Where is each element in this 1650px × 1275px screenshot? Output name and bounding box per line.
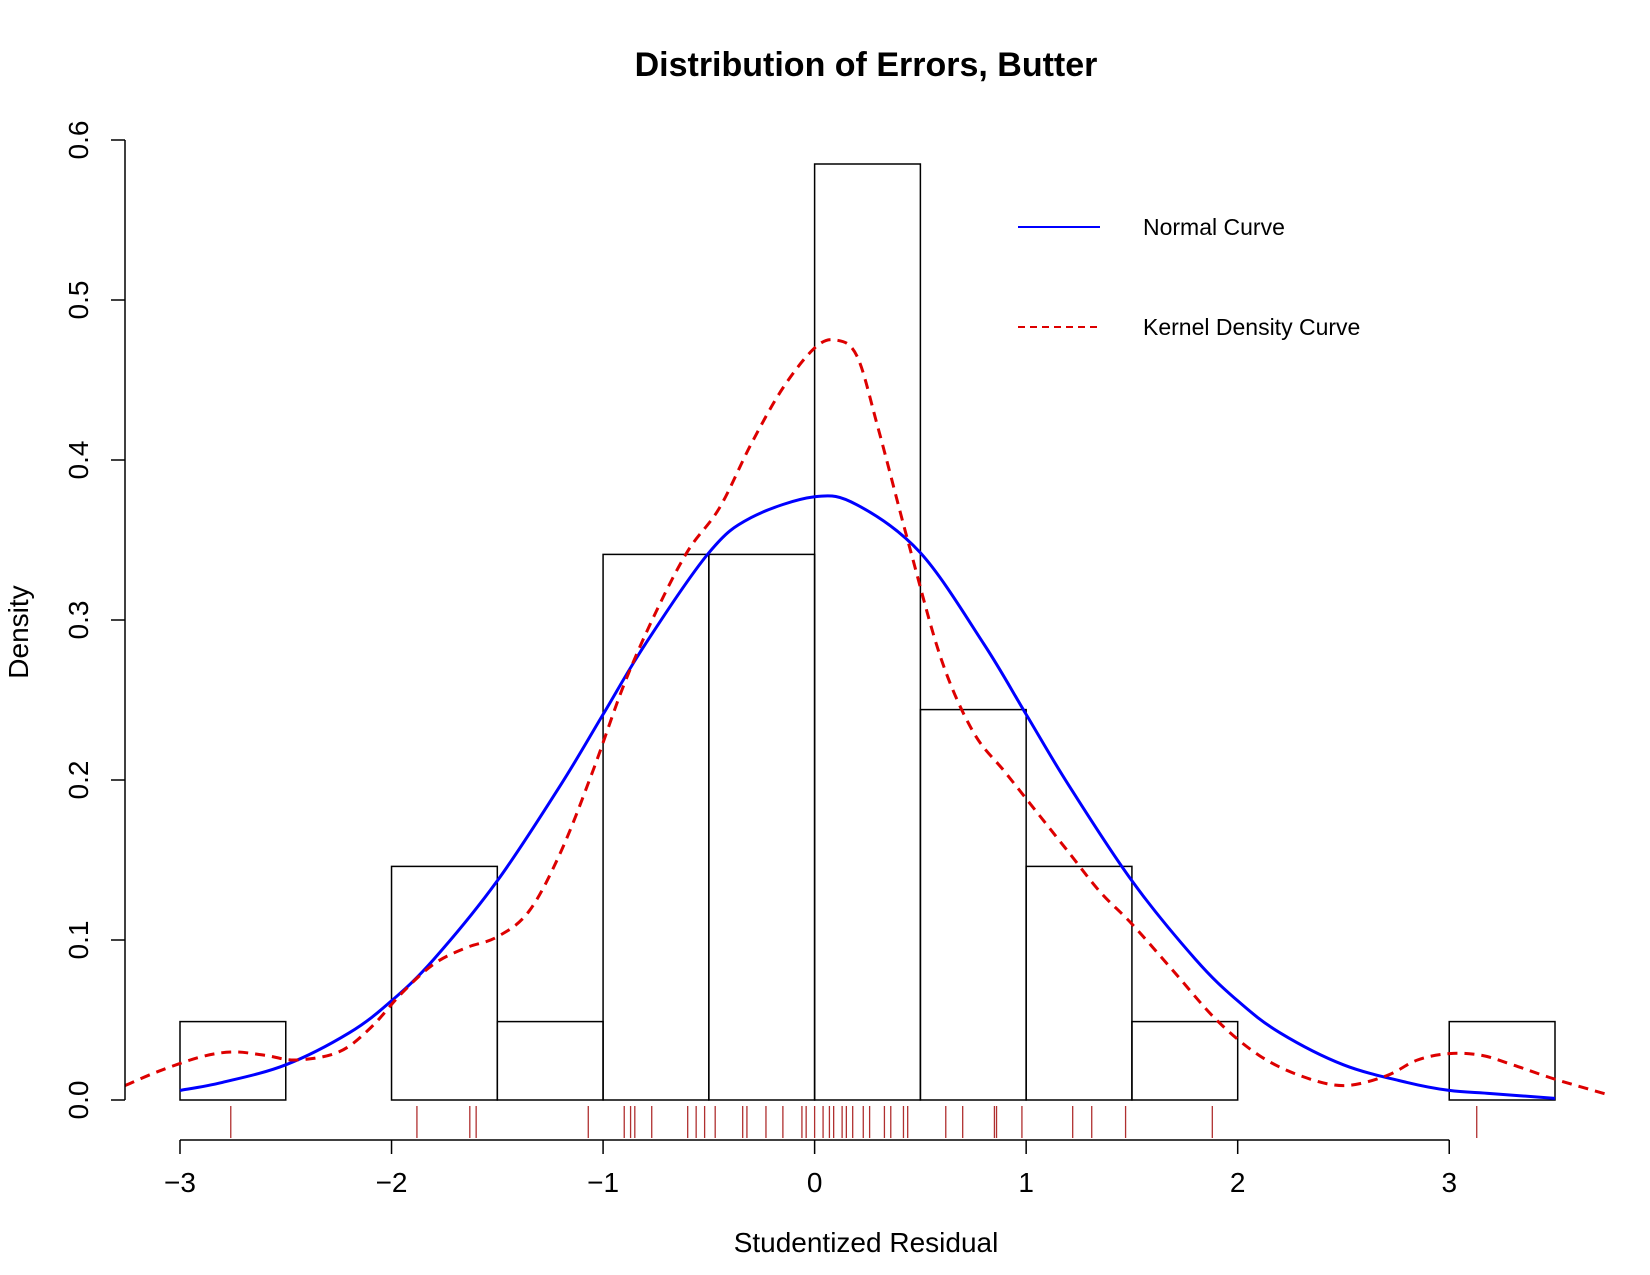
density-curves (124, 338, 1611, 1100)
kernel-density-curve-line (124, 338, 1611, 1097)
histogram-bar (179, 1020, 287, 1101)
x-tick-label: 0 (807, 1167, 823, 1198)
histogram-bar (496, 1020, 604, 1101)
x-tick-label: −3 (164, 1167, 196, 1198)
legend-label: Kernel Density Curve (1143, 314, 1360, 340)
x-tick-label: −1 (587, 1167, 619, 1198)
y-tick-label: 0.2 (63, 761, 94, 800)
y-tick-label: 0.0 (63, 1081, 94, 1120)
x-axis: −3 −2 −1 0 1 2 3 (164, 1139, 1457, 1198)
y-tick-label: 0.3 (63, 601, 94, 640)
histogram-bar (390, 865, 499, 1101)
y-axis-title: Density (3, 585, 34, 678)
chart-title: Distribution of Errors, Butter (635, 46, 1098, 84)
y-axis: 0.0 0.1 0.2 0.3 0.4 0.5 0.6 (63, 121, 126, 1120)
y-tick-label: 0.1 (63, 921, 94, 960)
histogram-bar (813, 163, 922, 1101)
x-axis-title: Studentized Residual (734, 1227, 999, 1258)
histogram-bar (708, 553, 816, 1101)
y-tick-label: 0.4 (63, 441, 94, 480)
x-tick-label: −2 (376, 1167, 408, 1198)
histogram-bar (919, 708, 1027, 1101)
histogram-bar (602, 553, 710, 1101)
x-tick-label: 2 (1230, 1167, 1246, 1198)
x-tick-label: 3 (1441, 1167, 1457, 1198)
legend-label: Normal Curve (1143, 214, 1285, 240)
histogram-bar (1131, 1020, 1239, 1101)
x-tick-label: 1 (1018, 1167, 1034, 1198)
histogram-bar (1025, 865, 1133, 1101)
legend: Normal Curve Kernel Density Curve (1018, 214, 1360, 340)
histogram-bars (179, 163, 1556, 1101)
normal-curve-line (179, 494, 1556, 1100)
y-tick-label: 0.5 (63, 281, 94, 320)
rug-marks (230, 1106, 1478, 1138)
y-tick-label: 0.6 (63, 121, 94, 160)
histogram-bar (1448, 1020, 1556, 1101)
